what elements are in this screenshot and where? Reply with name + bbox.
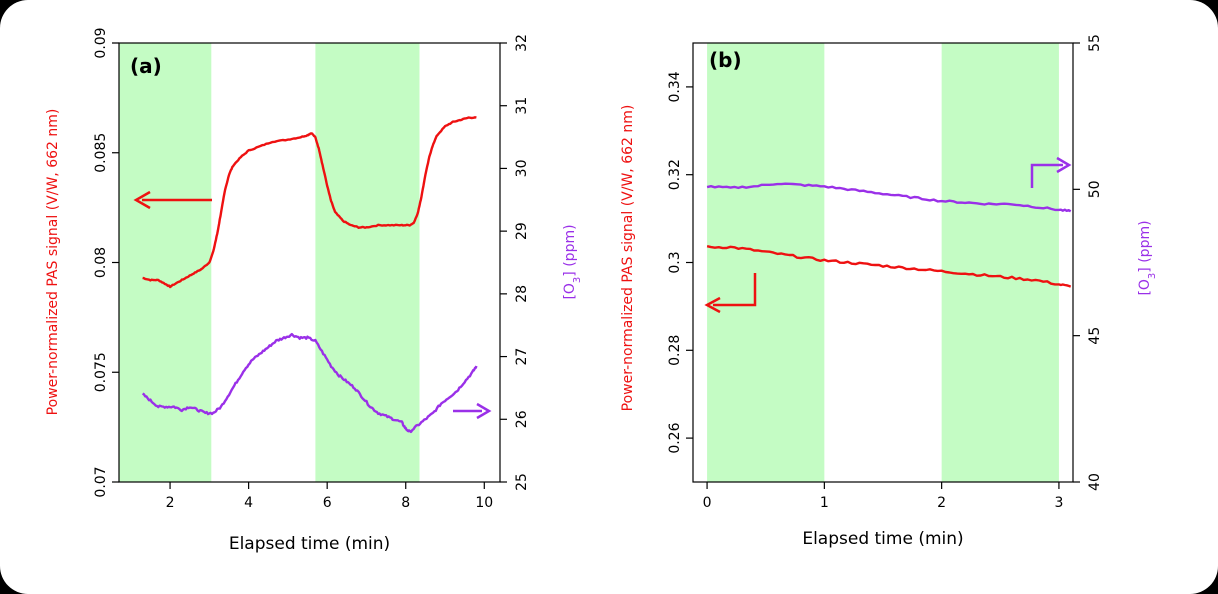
right-y-title-suffix: ] (ppm)	[1137, 220, 1153, 272]
right-y-tick-label: 30	[514, 160, 530, 178]
right-y-title-suffix: ] (ppm)	[562, 224, 578, 276]
right-y-tick-label: 31	[514, 97, 530, 115]
left-y-tick-label: 0.32	[667, 159, 683, 190]
series-layer	[706, 182, 1072, 288]
chart-panel-a: 2 4 6 8 10 0.07 0.075 0.08 0.085 0.09 25 26 27 28 29…	[45, 27, 583, 554]
shaded-interval	[315, 43, 420, 482]
left-y-axis-ticks: 0.26 0.28 0.3 0.32 0.34	[667, 71, 693, 454]
right-y-tick-label: 27	[514, 348, 530, 366]
left-y-axis-title: Power-normalized PAS signal (V/W, 662 nm…	[620, 105, 636, 412]
shaded-intervals	[119, 43, 420, 482]
ozone-series	[142, 332, 478, 434]
shaded-interval	[707, 43, 825, 482]
left-y-axis-ticks: 0.07 0.075 0.08 0.085 0.09	[93, 27, 119, 498]
right-axis-arrow	[453, 402, 492, 420]
right-y-tick-label: 50	[1087, 180, 1103, 198]
right-y-axis-title: [O3] (ppm)	[1137, 220, 1158, 295]
left-y-axis-title: Power-normalized PAS signal (V/W, 662 nm…	[45, 109, 61, 416]
panel-label: (a)	[130, 54, 162, 78]
x-axis-title: Elapsed time (min)	[802, 529, 963, 549]
left-y-tick-label: 0.075	[93, 352, 109, 392]
x-tick-label: 2	[937, 495, 946, 511]
right-y-tick-label: 45	[1087, 327, 1103, 345]
x-axis-ticks: 2 4 6 8 10	[166, 482, 493, 511]
x-tick-label: 4	[244, 495, 253, 511]
left-y-tick-label: 0.26	[667, 422, 683, 453]
left-axis-elbow-arrow	[704, 273, 757, 314]
left-y-tick-label: 0.09	[93, 27, 109, 58]
x-tick-label: 6	[323, 495, 332, 511]
right-y-axis-title: [O3] (ppm)	[562, 224, 583, 299]
shaded-interval	[119, 43, 212, 482]
right-y-tick-label: 55	[1087, 34, 1103, 52]
left-y-tick-label: 0.34	[667, 71, 683, 102]
right-y-axis-ticks: 40 45 50 55	[1073, 34, 1103, 491]
left-y-tick-label: 0.28	[667, 335, 683, 366]
x-tick-label: 10	[475, 495, 493, 511]
series-layer	[142, 116, 478, 434]
x-tick-label: 0	[703, 495, 712, 511]
right-y-tick-label: 40	[1087, 473, 1103, 491]
panel-label: (b)	[709, 48, 742, 72]
right-y-tick-label: 25	[514, 473, 530, 491]
x-tick-label: 8	[401, 495, 410, 511]
right-y-title-subscript: 3	[572, 277, 583, 283]
ozone-series	[706, 182, 1072, 213]
chart-panel-b: 0 1 2 3 0.26 0.28 0.3 0.32 0.34 40 45 50 55 (b) El…	[620, 34, 1158, 549]
right-y-axis-ticks: 25 26 27 28 29 30 31 32	[500, 34, 530, 491]
right-y-title-subscript: 3	[1147, 273, 1158, 279]
right-axis-elbow-arrow	[1030, 156, 1072, 188]
right-y-tick-label: 26	[514, 410, 530, 428]
shaded-intervals	[707, 43, 1059, 482]
pas-signal-series	[706, 245, 1072, 288]
left-y-tick-label: 0.3	[667, 251, 683, 273]
left-y-tick-label: 0.085	[93, 133, 109, 173]
left-y-tick-label: 0.07	[93, 466, 109, 497]
right-y-tick-label: 28	[514, 285, 530, 303]
x-tick-label: 3	[1054, 495, 1063, 511]
pas-signal-series	[142, 116, 477, 289]
x-tick-label: 2	[166, 495, 175, 511]
x-tick-label: 1	[820, 495, 829, 511]
shaded-interval	[941, 43, 1059, 482]
left-y-tick-label: 0.08	[93, 247, 109, 278]
left-axis-arrow	[133, 190, 212, 210]
right-y-title-prefix: [O	[562, 283, 578, 299]
right-y-tick-label: 29	[514, 222, 530, 240]
right-y-title-prefix: [O	[1137, 279, 1153, 295]
x-axis-ticks: 0 1 2 3	[703, 482, 1063, 511]
right-y-tick-label: 32	[514, 34, 530, 52]
x-axis-title: Elapsed time (min)	[229, 534, 390, 554]
